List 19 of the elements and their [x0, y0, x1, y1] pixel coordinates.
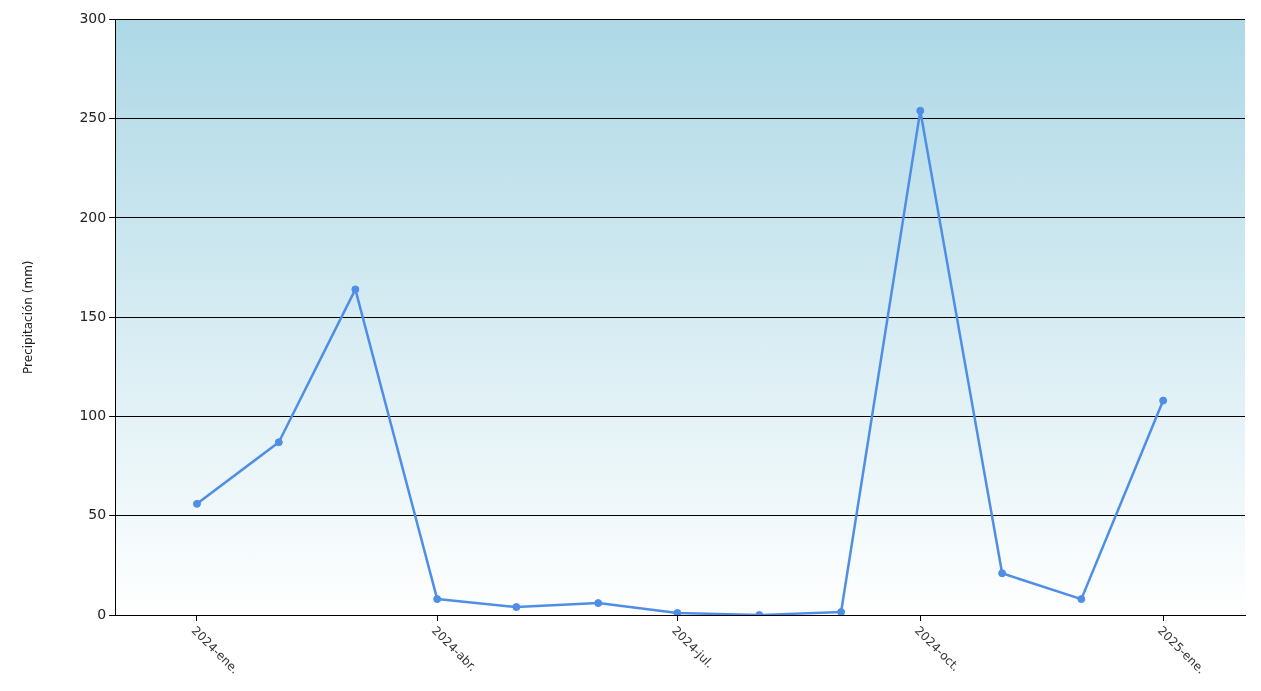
- y-tick-label: 0: [97, 605, 107, 622]
- point: [512, 603, 521, 612]
- y-tick-label: 150: [79, 307, 107, 324]
- point: [1077, 595, 1086, 604]
- point: [837, 608, 846, 615]
- y-tick-label: 50: [88, 506, 107, 523]
- point: [274, 438, 283, 447]
- y-tick-label: 250: [79, 109, 107, 126]
- y-tick-label: 200: [79, 208, 107, 225]
- point: [916, 106, 925, 115]
- point: [433, 595, 442, 604]
- point: [192, 499, 201, 508]
- y-tick-label: 300: [79, 10, 107, 27]
- point: [594, 599, 603, 608]
- y-tick-label: 100: [79, 407, 107, 424]
- point: [1159, 396, 1168, 405]
- point: [351, 285, 360, 294]
- point: [998, 569, 1007, 578]
- y-axis-title: Precipitación (mm): [21, 260, 36, 374]
